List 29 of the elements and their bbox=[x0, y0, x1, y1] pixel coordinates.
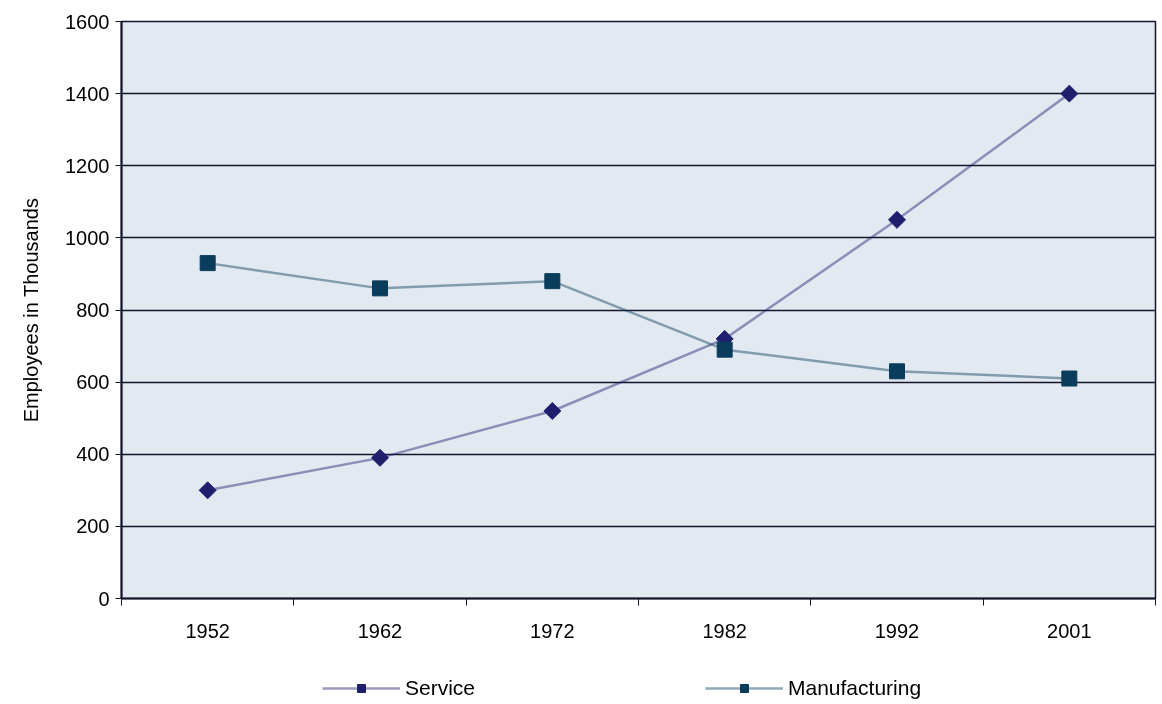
legend-label: Service bbox=[405, 676, 477, 700]
point bbox=[544, 273, 561, 290]
point bbox=[199, 255, 216, 272]
y-tick-label: 1600 bbox=[65, 10, 110, 33]
y-tick-label: 0 bbox=[98, 587, 110, 610]
point bbox=[1060, 84, 1079, 103]
x-tick-label: 1972 bbox=[530, 619, 575, 642]
point bbox=[371, 448, 389, 467]
y-tick-label: 400 bbox=[76, 443, 110, 466]
y-tick-label: 200 bbox=[76, 515, 110, 538]
point bbox=[372, 280, 388, 297]
y-tick-label: 1000 bbox=[65, 226, 110, 249]
x-tick-label: 1952 bbox=[185, 619, 230, 642]
point bbox=[716, 341, 733, 358]
x-tick-label: 2001 bbox=[1047, 619, 1092, 642]
point bbox=[888, 210, 906, 229]
y-tick-label: 1200 bbox=[65, 154, 110, 177]
x-tick-label: 1962 bbox=[357, 619, 403, 642]
point bbox=[543, 401, 562, 420]
point bbox=[1061, 370, 1078, 387]
y-axis-title: Employees in Thousands bbox=[20, 198, 43, 423]
y-tick-label: 800 bbox=[76, 299, 110, 321]
y-tick-label: 1400 bbox=[65, 82, 110, 105]
point bbox=[889, 363, 905, 380]
y-tick-label: 600 bbox=[76, 371, 110, 394]
legend-label: Manufacturing bbox=[788, 676, 923, 700]
x-tick-label: 1992 bbox=[874, 619, 920, 642]
point bbox=[198, 481, 217, 500]
x-tick-label: 1982 bbox=[702, 619, 747, 642]
